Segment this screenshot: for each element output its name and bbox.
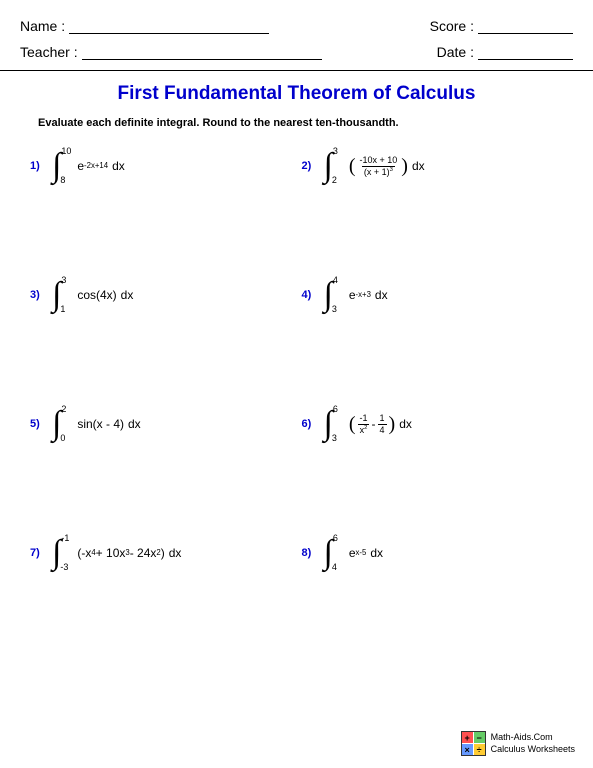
problem-number: 2)	[302, 160, 324, 172]
header-row-1: Name : Score :	[20, 18, 573, 34]
upper-bound: 6	[333, 405, 338, 414]
integral: ∫ 4 3 e-x+3dx	[324, 278, 388, 312]
problem: 7) ∫ -1 -3 (-x4 + 10x3 - 24x2)dx	[30, 536, 292, 570]
integral: ∫ 2 0 sin(x - 4)dx	[52, 407, 141, 441]
date-underline	[478, 46, 573, 60]
upper-bound: 10	[61, 147, 71, 156]
date-field: Date :	[437, 44, 573, 60]
integral: ∫ -1 -3 (-x4 + 10x3 - 24x2)dx	[52, 536, 181, 570]
footer-line2: Calculus Worksheets	[491, 744, 575, 756]
teacher-label: Teacher :	[20, 44, 78, 60]
integral: ∫ 10 8 e-2x+14dx	[52, 149, 125, 183]
integrand: ex-5dx	[349, 546, 383, 560]
integral-sign: ∫ 6 4	[324, 536, 333, 570]
problem: 2) ∫ 3 2 (-10x + 10(x + 1)3)dx	[302, 149, 564, 183]
problem-number: 1)	[30, 160, 52, 172]
footer: +− ×÷ Math-Aids.Com Calculus Worksheets	[461, 731, 575, 756]
teacher-field: Teacher :	[20, 44, 322, 60]
lower-bound: 3	[332, 305, 337, 314]
lower-bound: 4	[332, 563, 337, 572]
problem: 4) ∫ 4 3 e-x+3dx	[302, 278, 564, 312]
problem: 3) ∫ 3 1 cos(4x)dx	[30, 278, 292, 312]
problems-grid: 1) ∫ 10 8 e-2x+14dx 2) ∫ 3 2 (-10x + 10(…	[20, 149, 573, 570]
problem-number: 3)	[30, 289, 52, 301]
integrand: cos(4x)dx	[77, 288, 133, 302]
footer-text: Math-Aids.Com Calculus Worksheets	[491, 732, 575, 755]
instructions: Evaluate each definite integral. Round t…	[38, 117, 573, 129]
footer-line1: Math-Aids.Com	[491, 732, 575, 744]
problem-number: 8)	[302, 547, 324, 559]
integral: ∫ 6 3 (-1x2 - 14)dx	[324, 407, 412, 441]
lower-bound: 3	[332, 434, 337, 443]
problem: 8) ∫ 6 4 ex-5dx	[302, 536, 564, 570]
name-underline	[69, 20, 269, 34]
problem: 5) ∫ 2 0 sin(x - 4)dx	[30, 407, 292, 441]
integrand: e-2x+14dx	[77, 159, 124, 173]
upper-bound: -1	[61, 534, 69, 543]
integral: ∫ 3 1 cos(4x)dx	[52, 278, 133, 312]
integral: ∫ 6 4 ex-5dx	[324, 536, 384, 570]
page-title: First Fundamental Theorem of Calculus	[20, 83, 573, 105]
integrand: sin(x - 4)dx	[77, 417, 140, 431]
upper-bound: 3	[61, 276, 66, 285]
lower-bound: 2	[332, 176, 337, 185]
problem-number: 4)	[302, 289, 324, 301]
problem-number: 7)	[30, 547, 52, 559]
name-field: Name :	[20, 18, 269, 34]
integrand: e-x+3dx	[349, 288, 388, 302]
integral-sign: ∫ -1 -3	[52, 536, 61, 570]
upper-bound: 6	[333, 534, 338, 543]
integrand: (-10x + 10(x + 1)3)dx	[349, 155, 425, 178]
upper-bound: 2	[61, 405, 66, 414]
integral-sign: ∫ 4 3	[324, 278, 333, 312]
score-underline	[478, 20, 573, 34]
integral-sign: ∫ 3 2	[324, 149, 333, 183]
lower-bound: -3	[60, 563, 68, 572]
upper-bound: 3	[333, 147, 338, 156]
teacher-underline	[82, 46, 322, 60]
name-label: Name :	[20, 18, 65, 34]
date-label: Date :	[437, 44, 474, 60]
score-label: Score :	[430, 18, 474, 34]
score-field: Score :	[430, 18, 573, 34]
problem-number: 5)	[30, 418, 52, 430]
lower-bound: 0	[60, 434, 65, 443]
header-divider	[0, 70, 593, 71]
lower-bound: 8	[60, 176, 65, 185]
header-row-2: Teacher : Date :	[20, 44, 573, 60]
integral-sign: ∫ 10 8	[52, 149, 61, 183]
integral-sign: ∫ 2 0	[52, 407, 61, 441]
integral: ∫ 3 2 (-10x + 10(x + 1)3)dx	[324, 149, 425, 183]
problem: 6) ∫ 6 3 (-1x2 - 14)dx	[302, 407, 564, 441]
integrand: (-x4 + 10x3 - 24x2)dx	[77, 546, 181, 560]
integral-sign: ∫ 6 3	[324, 407, 333, 441]
math-aids-icon: +− ×÷	[461, 731, 486, 756]
upper-bound: 4	[333, 276, 338, 285]
problem-number: 6)	[302, 418, 324, 430]
integral-sign: ∫ 3 1	[52, 278, 61, 312]
problem: 1) ∫ 10 8 e-2x+14dx	[30, 149, 292, 183]
lower-bound: 1	[60, 305, 65, 314]
integrand: (-1x2 - 14)dx	[349, 413, 412, 436]
